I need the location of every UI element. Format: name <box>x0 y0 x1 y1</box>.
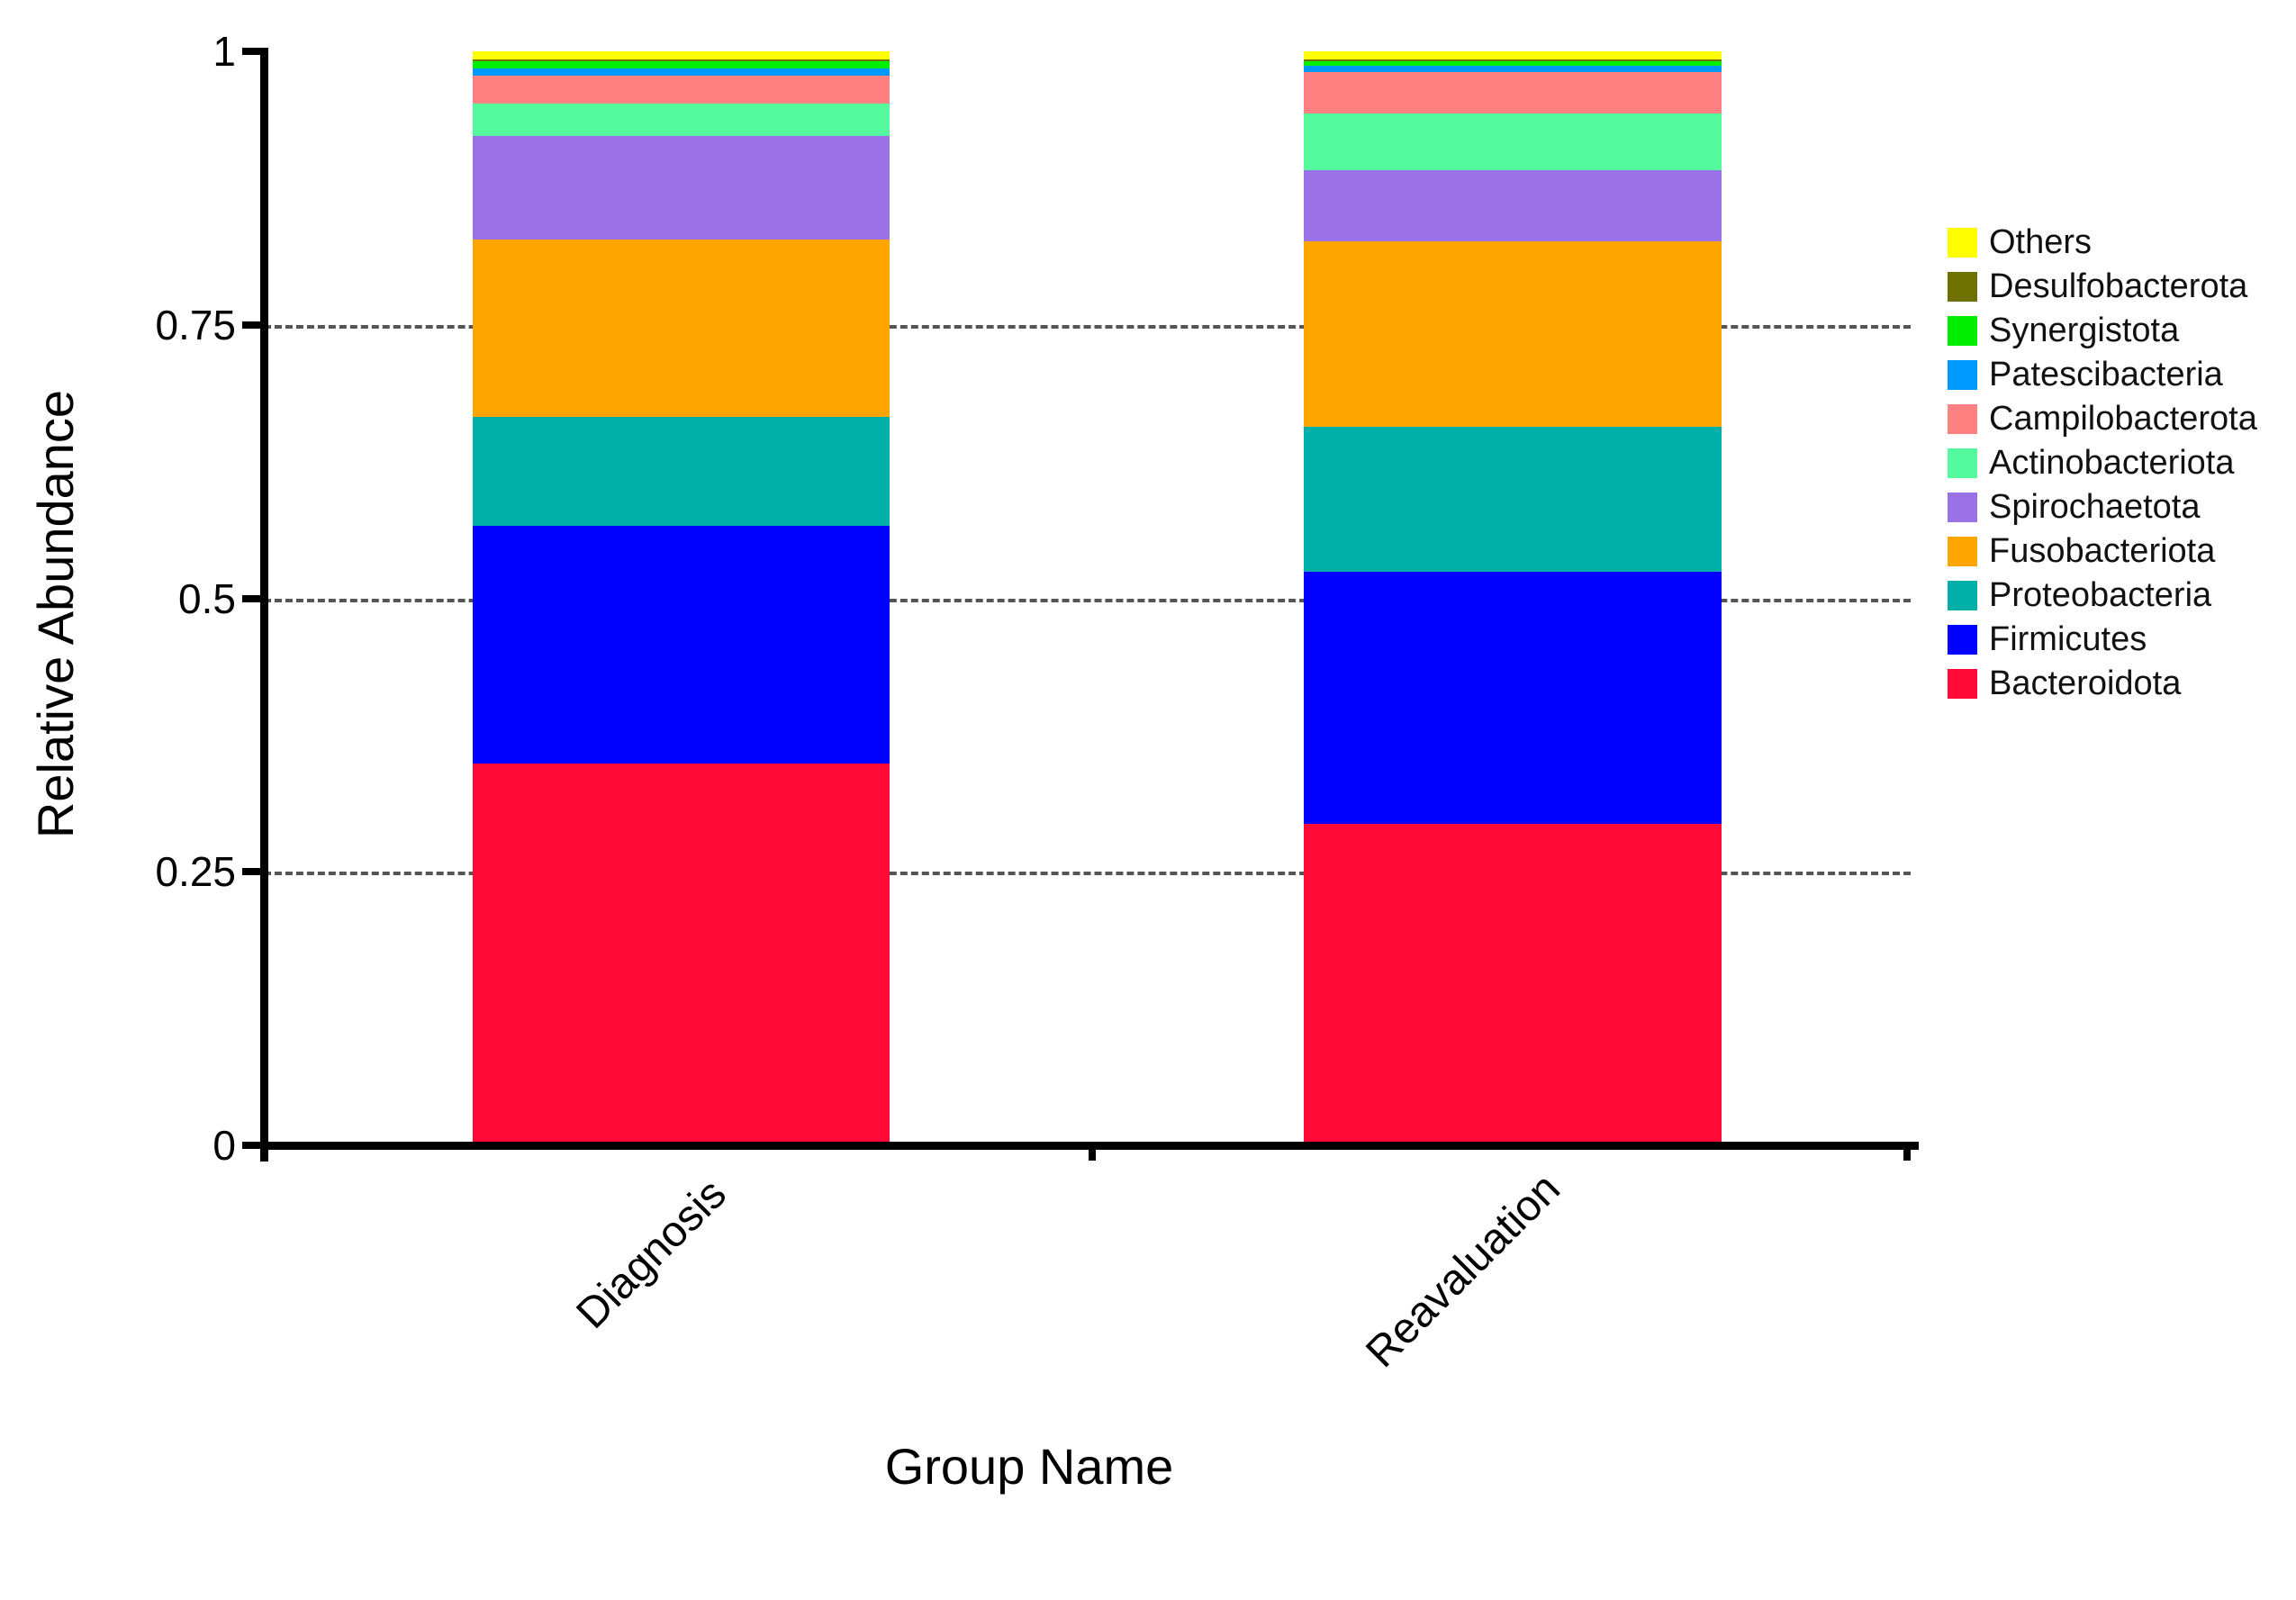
bar-segment-synergistota <box>1304 60 1722 66</box>
legend-item-bacteroidota: Bacteroidota <box>1948 662 2257 706</box>
legend-item-synergistota: Synergistota <box>1948 309 2257 353</box>
legend-label-bacteroidota: Bacteroidota <box>1989 664 2182 702</box>
legend-label-others: Others <box>1989 223 2093 261</box>
bar-segment-desulfobacterota <box>473 59 890 61</box>
y-tick-label-0.75: 0.75 <box>155 301 236 348</box>
y-axis-line <box>260 48 268 1162</box>
x-tick-mark-1 <box>1903 1145 1911 1161</box>
bar-segment-synergistota <box>473 60 890 69</box>
legend-item-proteobacteria: Proteobacteria <box>1948 574 2257 618</box>
y-axis-title: Relative Abundance <box>27 389 84 839</box>
bar-segment-others <box>1304 51 1722 59</box>
legend-swatch-spirochaetota <box>1948 493 1977 522</box>
bar-segment-actinobacteriota <box>473 104 890 136</box>
bar-segment-proteobacteria <box>473 416 890 527</box>
bar-reavaluation <box>1304 51 1722 1145</box>
legend-swatch-campilobacterota <box>1948 404 1977 434</box>
gridline-0.25 <box>264 872 1911 876</box>
bar-segment-actinobacteriota <box>1304 113 1722 171</box>
bar-segment-fusobacteriota <box>473 239 890 417</box>
y-tick-label-1: 1 <box>212 28 236 75</box>
legend-label-desulfobacterota: Desulfobacterota <box>1989 267 2248 305</box>
legend-swatch-firmicutes <box>1948 625 1977 655</box>
bar-segment-patescibacteria <box>1304 65 1722 73</box>
bar-diagnosis <box>473 51 890 1145</box>
legend-item-patescibacteria: Patescibacteria <box>1948 353 2257 397</box>
bar-segment-firmicutes <box>1304 572 1722 824</box>
legend-item-campilobacterota: Campilobacterota <box>1948 397 2257 441</box>
bar-segment-bacteroidota <box>473 763 890 1145</box>
legend-label-patescibacteria: Patescibacteria <box>1989 356 2223 393</box>
y-tick-mark-0.5 <box>242 594 264 602</box>
y-tick-mark-0 <box>242 1142 264 1149</box>
x-tick-mark-0 <box>1089 1145 1096 1161</box>
legend-swatch-synergistota <box>1948 316 1977 346</box>
legend-label-actinobacteriota: Actinobacteriota <box>1989 444 2235 482</box>
gridline-0.5 <box>264 598 1911 602</box>
legend-label-campilobacterota: Campilobacterota <box>1989 400 2257 438</box>
legend-item-others: Others <box>1948 221 2257 265</box>
gridline-0.75 <box>264 324 1911 329</box>
y-tick-label-0.25: 0.25 <box>155 848 236 896</box>
legend-label-proteobacteria: Proteobacteria <box>1989 576 2212 614</box>
legend-label-spirochaetota: Spirochaetota <box>1989 488 2201 526</box>
bar-segment-others <box>473 51 890 59</box>
y-tick-mark-1 <box>242 48 264 55</box>
legend-label-fusobacteriota: Fusobacteriota <box>1989 532 2216 570</box>
legend-swatch-desulfobacterota <box>1948 272 1977 302</box>
y-tick-mark-0.75 <box>242 321 264 329</box>
bar-segment-campilobacterota <box>1304 72 1722 114</box>
legend: Others Desulfobacterota Synergistota Patesc… <box>1948 221 2257 706</box>
legend-item-spirochaetota: Spirochaetota <box>1948 485 2257 529</box>
y-tick-mark-0.25 <box>242 868 264 876</box>
legend-swatch-patescibacteria <box>1948 360 1977 390</box>
legend-label-synergistota: Synergistota <box>1989 312 2180 349</box>
bar-segment-proteobacteria <box>1304 426 1722 573</box>
x-category-label-diagnosis: Diagnosis <box>567 1170 736 1338</box>
bar-segment-spirochaetota <box>1304 170 1722 242</box>
legend-swatch-actinobacteriota <box>1948 448 1977 478</box>
legend-item-desulfobacterota: Desulfobacterota <box>1948 265 2257 309</box>
legend-label-firmicutes: Firmicutes <box>1989 620 2147 658</box>
bar-segment-desulfobacterota <box>1304 59 1722 61</box>
y-tick-label-0: 0 <box>212 1122 236 1169</box>
bar-segment-campilobacterota <box>473 75 890 104</box>
x-axis-title: Group Name <box>884 1438 1174 1495</box>
legend-swatch-fusobacteriota <box>1948 537 1977 566</box>
x-category-label-reavaluation: Reavaluation <box>1357 1164 1569 1378</box>
bar-segment-patescibacteria <box>473 68 890 76</box>
legend-item-firmicutes: Firmicutes <box>1948 618 2257 662</box>
bar-segment-spirochaetota <box>473 135 890 240</box>
legend-swatch-proteobacteria <box>1948 581 1977 610</box>
plot-area <box>264 51 1911 1145</box>
legend-item-actinobacteriota: Actinobacteriota <box>1948 441 2257 485</box>
bar-segment-fusobacteriota <box>1304 241 1722 427</box>
y-tick-label-0.5: 0.5 <box>178 574 236 622</box>
bar-segment-firmicutes <box>473 526 890 764</box>
bar-segment-bacteroidota <box>1304 823 1722 1145</box>
legend-swatch-bacteroidota <box>1948 669 1977 699</box>
legend-item-fusobacteriota: Fusobacteriota <box>1948 529 2257 574</box>
legend-swatch-others <box>1948 228 1977 258</box>
